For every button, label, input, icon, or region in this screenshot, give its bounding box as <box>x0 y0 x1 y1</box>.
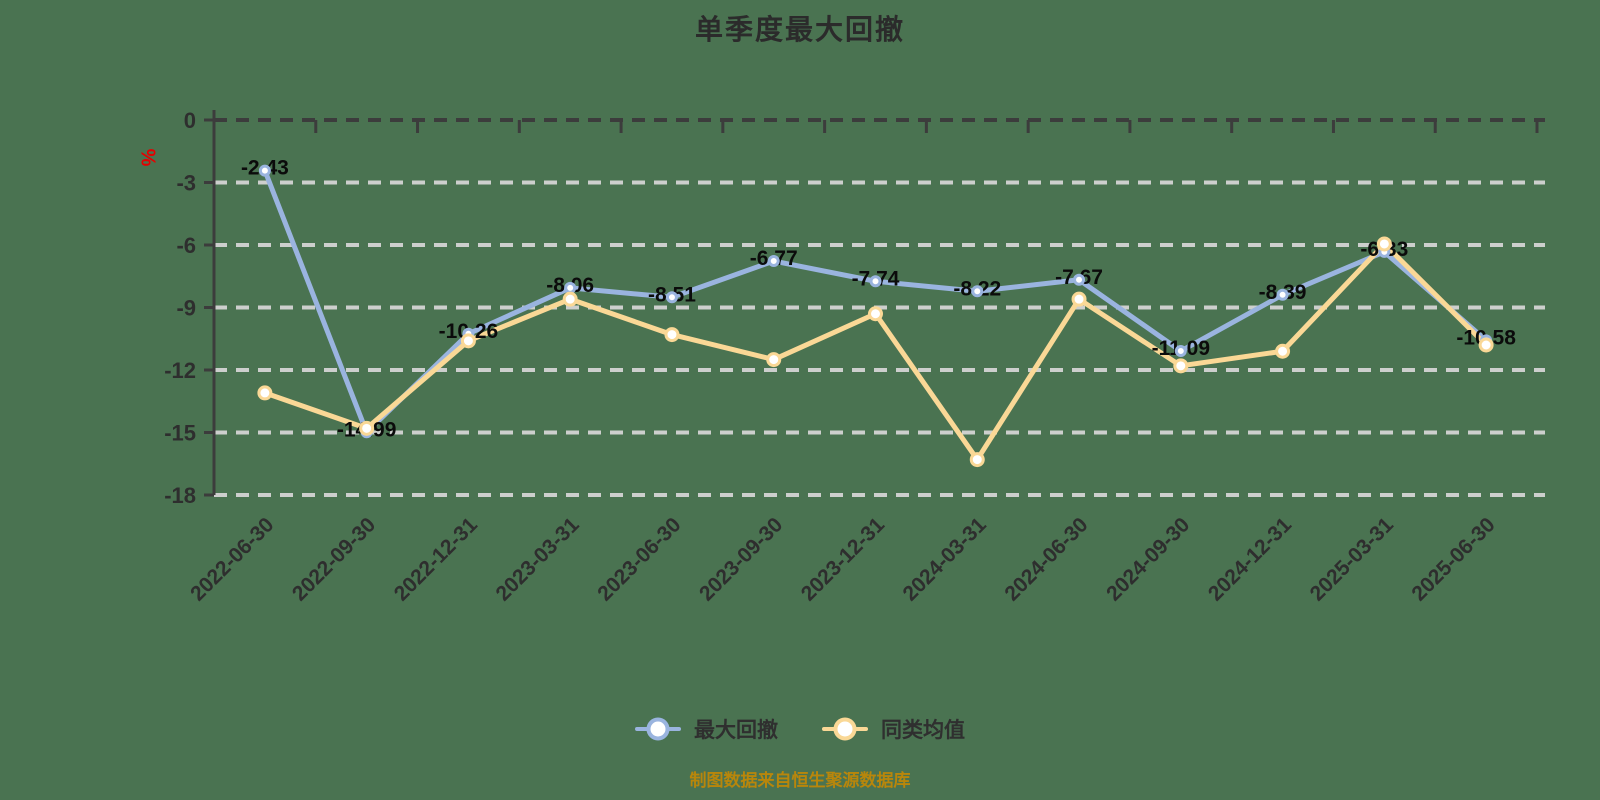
x-tick-label: 2023-03-31 <box>492 513 584 605</box>
y-axis-tick-marks <box>204 118 214 497</box>
x-tick-label: 2023-12-31 <box>797 513 889 605</box>
data-point[interactable] <box>665 291 678 304</box>
y-tick-label: -9 <box>176 296 196 321</box>
data-point[interactable] <box>869 275 882 288</box>
data-point[interactable] <box>767 255 780 268</box>
data-point[interactable] <box>258 164 271 177</box>
x-tick-label: 2025-03-31 <box>1306 513 1398 605</box>
legend-item-max-drawdown[interactable]: 最大回撤 <box>635 714 778 744</box>
data-point[interactable] <box>1174 345 1187 358</box>
y-tick-label: -3 <box>176 171 196 196</box>
chart-legend: 最大回撤 同类均值 <box>0 714 1600 744</box>
data-point[interactable] <box>664 327 680 343</box>
x-tick-label: 2022-06-30 <box>186 513 278 605</box>
y-tick-label: -15 <box>164 421 196 446</box>
data-point[interactable] <box>257 385 273 401</box>
x-tick-label: 2023-09-30 <box>695 513 787 605</box>
data-point[interactable] <box>1276 288 1289 301</box>
x-tick-label: 2024-09-30 <box>1102 513 1194 605</box>
data-point[interactable] <box>1073 273 1086 286</box>
data-labels: -2.43-14.99-10.26-8.06-8.51-6.77-7.74-8.… <box>241 157 1516 442</box>
data-point[interactable] <box>1376 236 1392 252</box>
y-tick-label: 0 <box>184 108 196 133</box>
legend-circle-marker-icon <box>646 717 670 741</box>
x-tick-label: 2024-03-31 <box>899 513 991 605</box>
legend-circle-marker-icon <box>833 717 857 741</box>
legend-label: 同类均值 <box>881 719 965 742</box>
x-tick-label: 2025-06-30 <box>1407 513 1499 605</box>
legend-line-marker-icon <box>635 717 681 741</box>
y-tick-label: -12 <box>164 358 196 383</box>
x-tick-label: 2022-09-30 <box>288 513 380 605</box>
series-markers-1 <box>257 236 1494 468</box>
data-point[interactable] <box>359 420 375 436</box>
data-point[interactable] <box>1478 337 1494 353</box>
x-tick-label: 2024-06-30 <box>1000 513 1092 605</box>
legend-item-category-average[interactable]: 同类均值 <box>822 714 965 744</box>
data-point[interactable] <box>766 352 782 368</box>
data-point[interactable] <box>562 291 578 307</box>
x-tick-label: 2022-12-31 <box>390 513 482 605</box>
legend-label: 最大回撤 <box>694 719 778 742</box>
x-tick-label: 2024-12-31 <box>1204 513 1296 605</box>
y-tick-label: -18 <box>164 483 196 508</box>
x-axis-labels: 2022-06-30 2022-09-30 2022-12-31 2023-03-31… <box>186 513 1499 605</box>
data-point[interactable] <box>460 333 476 349</box>
legend-line-marker-icon <box>822 717 868 741</box>
x-axis-ticks <box>314 120 1539 133</box>
data-point[interactable] <box>564 281 577 294</box>
y-tick-label: -6 <box>176 233 196 258</box>
data-source-note: 制图数据来自恒生聚源数据库 <box>689 771 911 790</box>
chart-title: 单季度最大回撤 <box>694 14 905 45</box>
data-point[interactable] <box>1071 291 1087 307</box>
data-point[interactable] <box>868 306 883 322</box>
data-point[interactable] <box>971 285 984 298</box>
data-point[interactable] <box>1275 343 1291 359</box>
y-axis-labels: -18 -15 -12 -9 -6 -3 0 <box>164 108 196 508</box>
data-point[interactable] <box>1173 358 1189 374</box>
data-point[interactable] <box>969 452 985 468</box>
x-tick-label: 2023-06-30 <box>593 513 685 605</box>
